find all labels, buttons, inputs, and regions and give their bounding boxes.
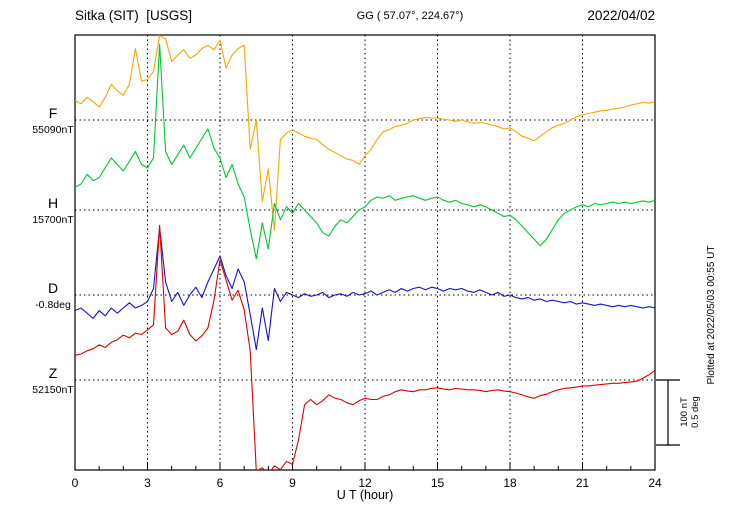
trace-baseline-H: 15700nT xyxy=(32,214,74,226)
axis-tick-labels: 0 3 6 9 12 15 18 21 24 xyxy=(72,476,662,490)
trace-F xyxy=(75,35,655,232)
x-tick-label: 9 xyxy=(289,476,296,490)
geographic-coordinates: GG ( 57.07°, 224.67°) xyxy=(357,10,464,22)
trace-baseline-D: -0.8deg xyxy=(35,299,71,311)
x-tick-label: 21 xyxy=(576,476,590,490)
x-tick-label: 24 xyxy=(648,476,662,490)
trace-label-H: H xyxy=(48,195,58,211)
x-tick-label: 3 xyxy=(144,476,151,490)
trace-label-F: F xyxy=(49,105,58,121)
trace-label-D: D xyxy=(48,280,58,296)
trace-Z xyxy=(75,224,655,470)
x-tick-label: 12 xyxy=(358,476,372,490)
x-tick-label: 0 xyxy=(72,476,79,490)
scale-label-nt: 100 nT xyxy=(679,397,690,427)
x-tick-label: 18 xyxy=(503,476,517,490)
scale-label-deg: 0.5 deg xyxy=(690,396,701,428)
x-tick-label: 6 xyxy=(217,476,224,490)
plotted-at-note: Plotted at 2022/05/03 00:55 UT xyxy=(706,246,717,385)
trace-D xyxy=(75,226,655,351)
trace-H xyxy=(75,43,655,260)
data-traces xyxy=(75,35,655,470)
trace-baseline-Z: 52150nT xyxy=(32,384,74,396)
x-tick-label: 15 xyxy=(431,476,445,490)
axis-ticks xyxy=(74,462,656,470)
trace-label-Z: Z xyxy=(49,365,58,381)
x-axis-label: U T (hour) xyxy=(337,488,394,502)
station-title: Sitka (SIT) [USGS] xyxy=(75,8,192,23)
plot-date: 2022/04/02 xyxy=(587,8,655,23)
trace-baseline-F: 55090nT xyxy=(32,124,74,136)
grid-lines xyxy=(75,35,655,470)
